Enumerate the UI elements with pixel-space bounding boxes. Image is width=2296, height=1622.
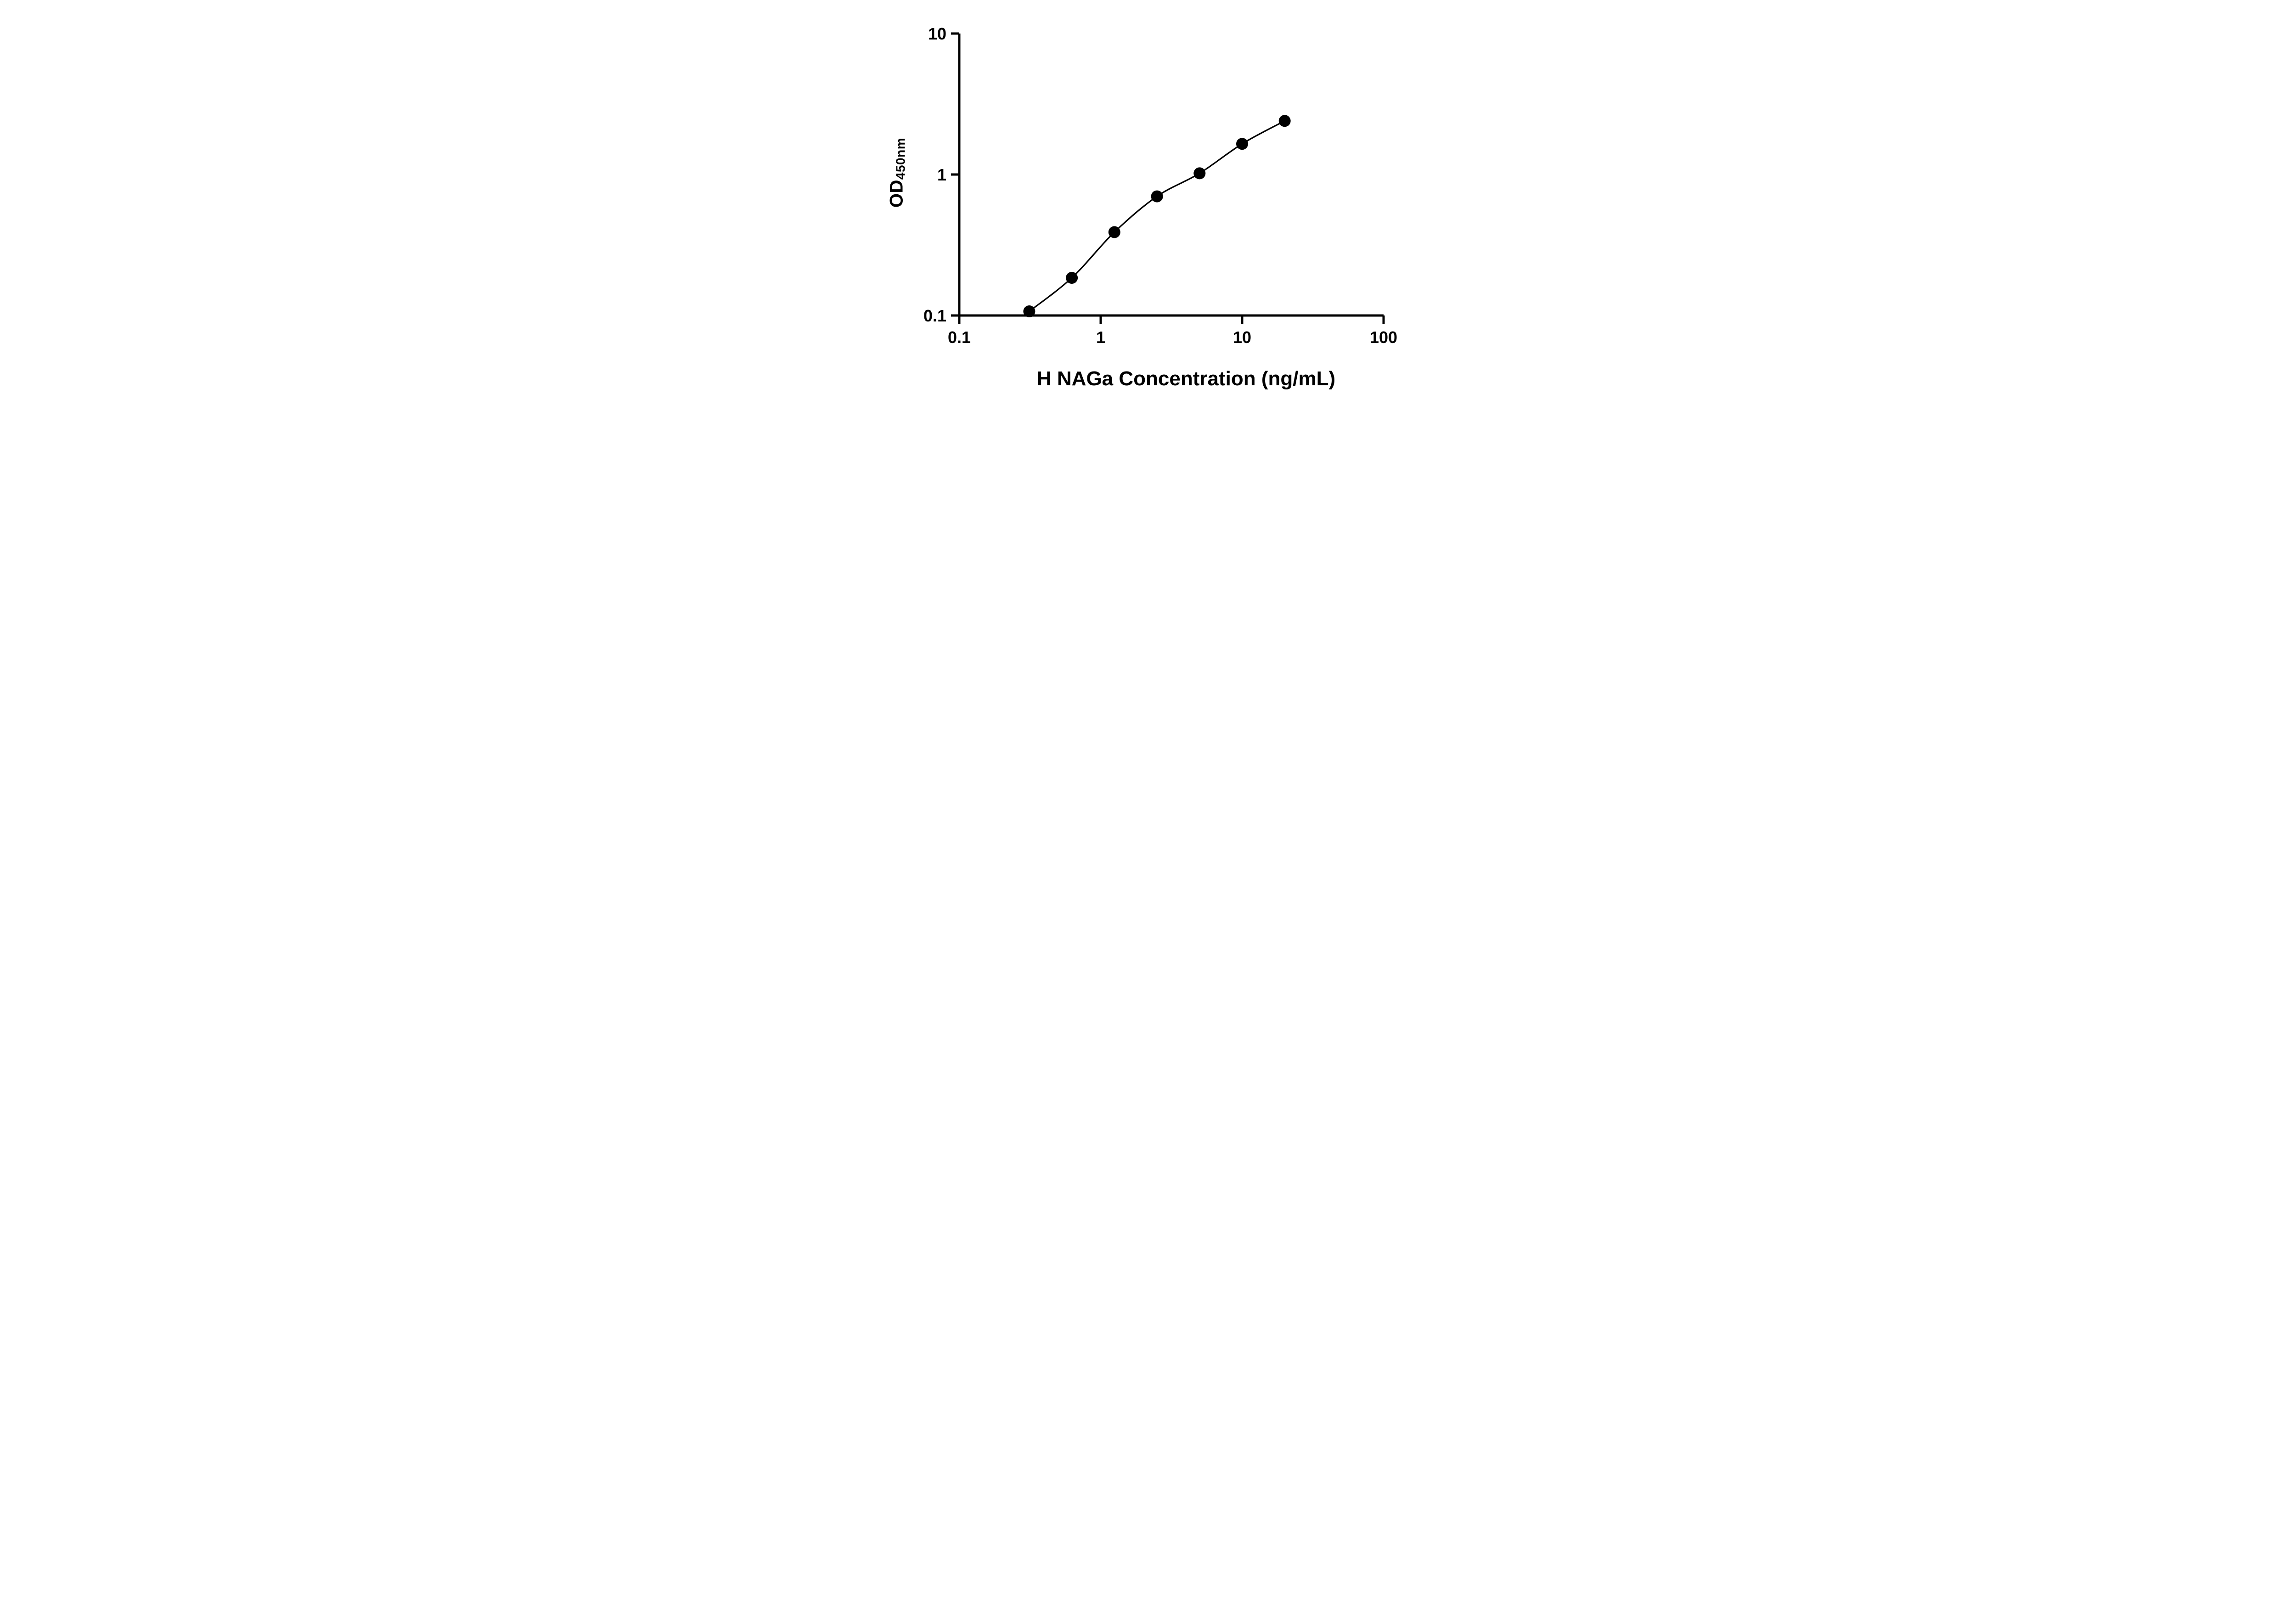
data-point-marker: [1108, 226, 1120, 238]
data-point-marker: [1278, 115, 1291, 127]
x-axis-title: H NAGa Concentration (ng/mL): [1036, 367, 1336, 390]
data-point-marker: [1151, 190, 1163, 203]
elisa-standard-curve-figure: 0.1 1 10 100 0.1 1 10 OD450nm H NAGa Concentra…: [858, 0, 1438, 406]
data-point-marker: [1193, 167, 1206, 180]
data-point-marker: [1066, 272, 1078, 284]
chart-canvas: 0.1 1 10 100 0.1 1 10: [923, 24, 1397, 347]
data-point-marker: [1236, 138, 1248, 150]
x-tick-label: 10: [1233, 328, 1251, 347]
y-tick-label: 1: [937, 165, 946, 184]
y-tick-label: 10: [928, 24, 946, 43]
series-curve: [1029, 120, 1285, 312]
y-axis-label-main: OD: [886, 180, 907, 208]
y-axis-label: OD450nm: [886, 138, 908, 208]
x-tick-label: 0.1: [948, 328, 971, 347]
y-axis-label-subscript: 450nm: [893, 137, 908, 180]
x-tick-label: 100: [1370, 328, 1397, 347]
y-tick-label: 0.1: [923, 306, 946, 325]
data-point-marker: [1023, 305, 1035, 317]
axes-lines: [958, 34, 1384, 317]
x-tick-label: 1: [1096, 328, 1105, 347]
